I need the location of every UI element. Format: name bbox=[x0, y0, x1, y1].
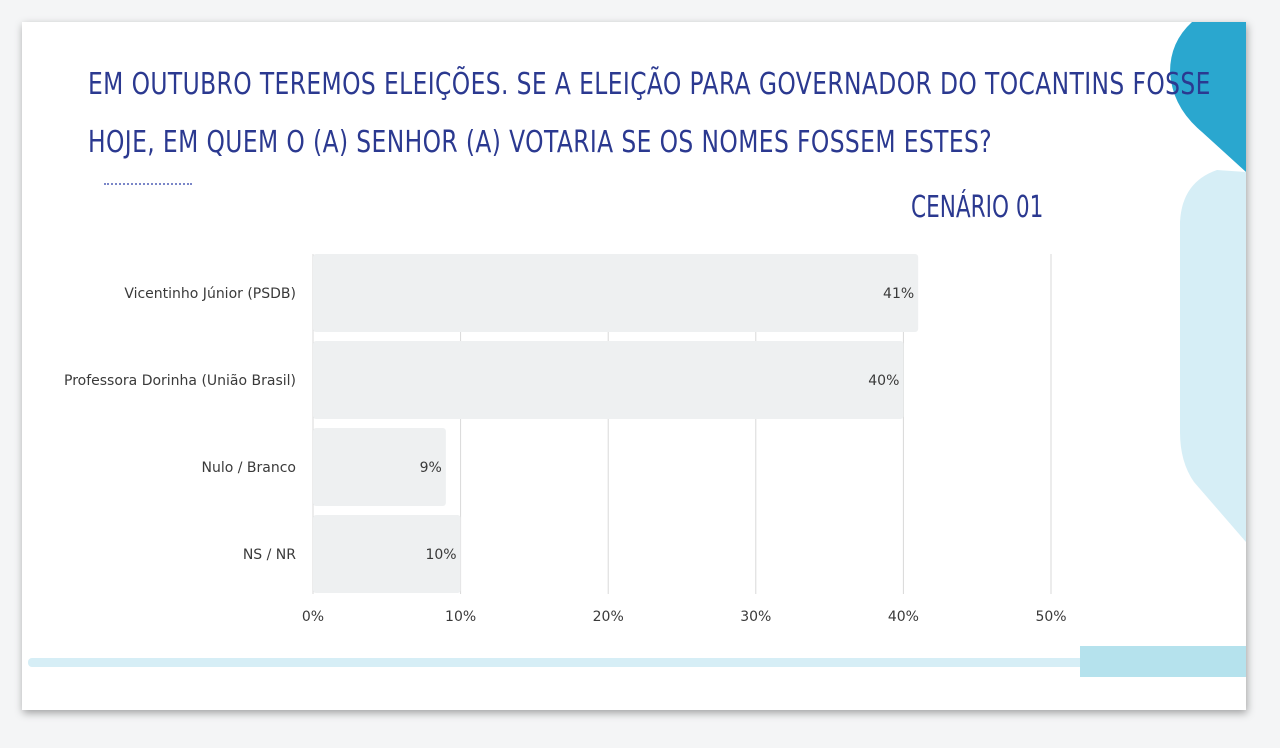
category-label: NS / NR bbox=[243, 547, 296, 563]
bar bbox=[313, 428, 446, 506]
x-tick-label: 50% bbox=[1035, 609, 1066, 625]
category-label: Nulo / Branco bbox=[202, 460, 297, 476]
data-label: 9% bbox=[420, 460, 442, 476]
x-tick-label: 10% bbox=[445, 609, 476, 625]
data-label: 10% bbox=[425, 547, 456, 563]
category-label: Vicentinho Júnior (PSDB) bbox=[124, 286, 296, 302]
slide: EM OUTUBRO TEREMOS ELEIÇÕES. SE A ELEIÇÃ… bbox=[22, 22, 1246, 710]
light-blue-side-shape bbox=[1180, 170, 1246, 542]
data-label: 40% bbox=[868, 373, 899, 389]
bar bbox=[313, 515, 461, 593]
x-tick-label: 30% bbox=[740, 609, 771, 625]
bottom-teal-block bbox=[1080, 646, 1246, 677]
x-tick-label: 40% bbox=[888, 609, 919, 625]
bar bbox=[313, 341, 904, 419]
teal-corner-shape bbox=[1170, 22, 1246, 172]
data-label: 41% bbox=[883, 286, 914, 302]
bar bbox=[313, 254, 919, 332]
bar-chart: 41% Vicentinho Júnior (PSDB) 40% Professora… bbox=[64, 254, 1067, 625]
category-label: Professora Dorinha (União Brasil) bbox=[64, 373, 296, 389]
title-line-2: HOJE, EM QUEM O (A) SENHOR (A) VOTARIA S… bbox=[88, 125, 993, 160]
x-tick-label: 0% bbox=[302, 609, 324, 625]
decoration-shapes bbox=[28, 22, 1246, 677]
title-underline bbox=[104, 183, 192, 185]
bottom-light-bar bbox=[28, 658, 1178, 667]
x-tick-label: 20% bbox=[593, 609, 624, 625]
scenario-label: CENÁRIO 01 bbox=[911, 190, 1044, 225]
